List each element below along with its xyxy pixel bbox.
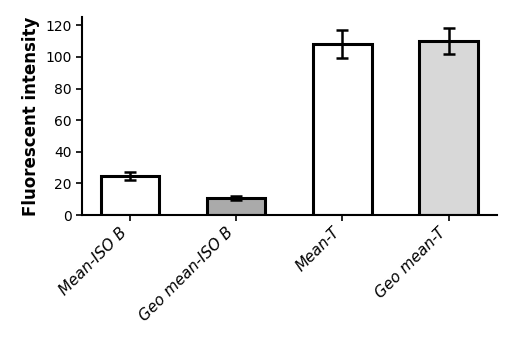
Y-axis label: Fluorescent intensity: Fluorescent intensity [22,17,39,216]
Bar [313,44,372,215]
Bar [419,41,478,215]
Bar [101,176,159,215]
Bar [207,198,265,215]
